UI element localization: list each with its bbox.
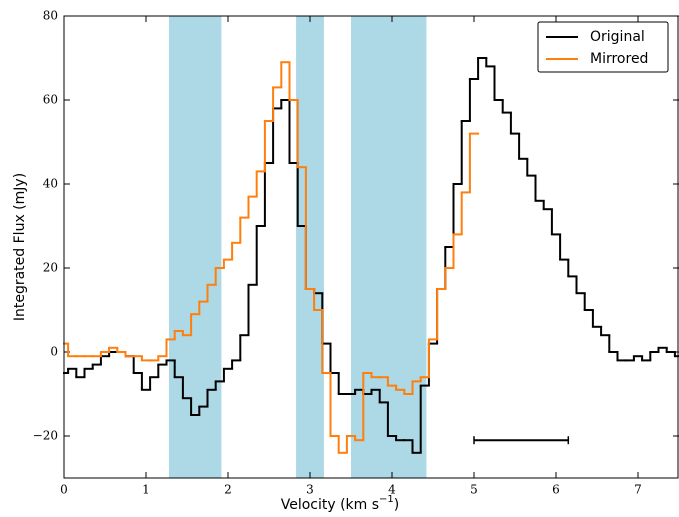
legend-label: Mirrored: [590, 51, 648, 67]
y-tick-label: −20: [33, 429, 58, 443]
shaded-band: [168, 16, 222, 478]
shaded-band: [296, 16, 324, 478]
x-tick-label: 4: [388, 483, 396, 497]
x-axis-label: Velocity (km s−1): [281, 494, 400, 513]
plot-frame: [63, 15, 679, 479]
y-tick-label: 0: [50, 345, 58, 359]
y-tick-label: 60: [43, 93, 58, 107]
x-label-sup: −1: [379, 494, 394, 505]
series-1: [63, 61, 480, 454]
x-tick-label: 0: [60, 483, 68, 497]
y-axis-label: Integrated Flux (mJy): [12, 173, 28, 321]
x-tick-label: 6: [552, 483, 560, 497]
x-label-text: Velocity (km s: [281, 497, 379, 513]
x-tick-label: 7: [634, 483, 642, 497]
y-tick-label: 40: [43, 177, 58, 191]
x-tick-label: 1: [142, 483, 150, 497]
y-tick-label: 20: [43, 261, 58, 275]
x-tick-label: 2: [224, 483, 232, 497]
legend-label: Original: [590, 29, 645, 45]
y-tick-label: 80: [43, 9, 58, 23]
x-tick-label: 3: [306, 483, 314, 497]
x-label-tail: ): [394, 497, 399, 513]
x-tick-label: 5: [470, 483, 478, 497]
